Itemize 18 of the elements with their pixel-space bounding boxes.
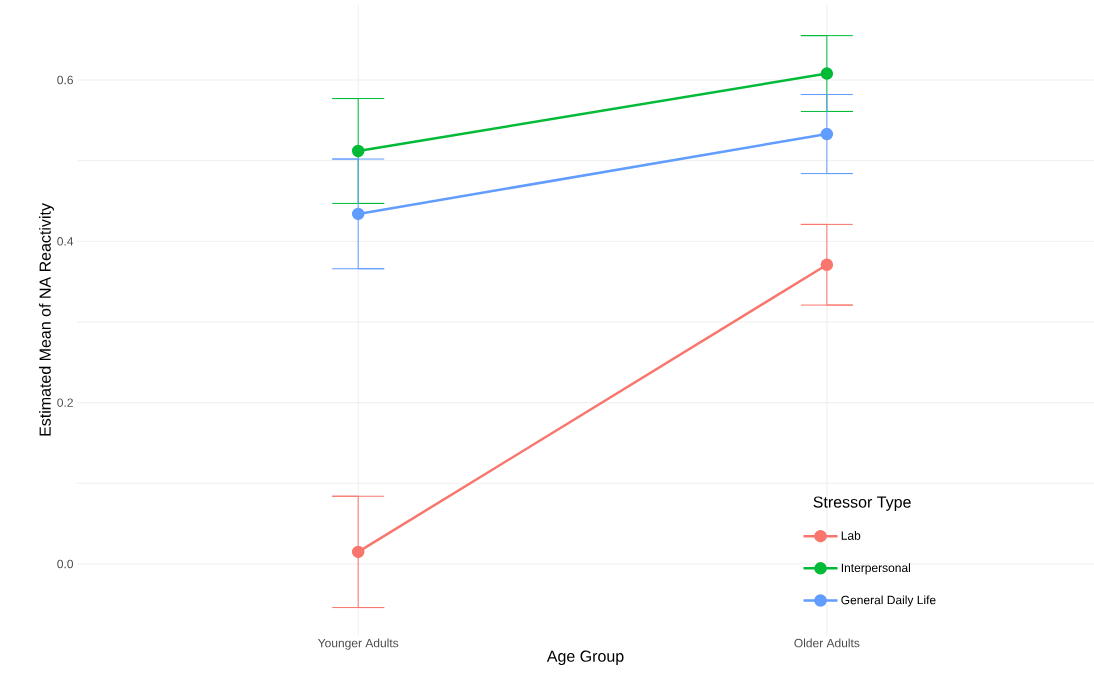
legend-label: Interpersonal bbox=[841, 563, 910, 575]
text: 0.0 bbox=[57, 559, 74, 569]
y-tick-label: 0.4 bbox=[57, 237, 74, 246]
point bbox=[820, 258, 834, 271]
x-tick-label: Older Adults bbox=[794, 638, 860, 648]
y-tick-label: 0.6 bbox=[57, 75, 73, 85]
legend-label: Lab bbox=[841, 531, 861, 540]
x-axis-title: Age Group bbox=[546, 650, 624, 666]
point bbox=[351, 207, 365, 221]
legend-title: Stressor Type bbox=[813, 496, 911, 511]
y-tick-label: 0.2 bbox=[57, 398, 73, 407]
legend-label: General Daily Life bbox=[841, 595, 936, 607]
point bbox=[351, 144, 365, 158]
point bbox=[351, 545, 365, 559]
y-axis-title: Estimated Mean of NA Reactivity bbox=[39, 203, 54, 436]
point bbox=[820, 67, 834, 80]
point bbox=[820, 127, 834, 141]
x-tick-label: Younger Adults bbox=[317, 638, 399, 650]
